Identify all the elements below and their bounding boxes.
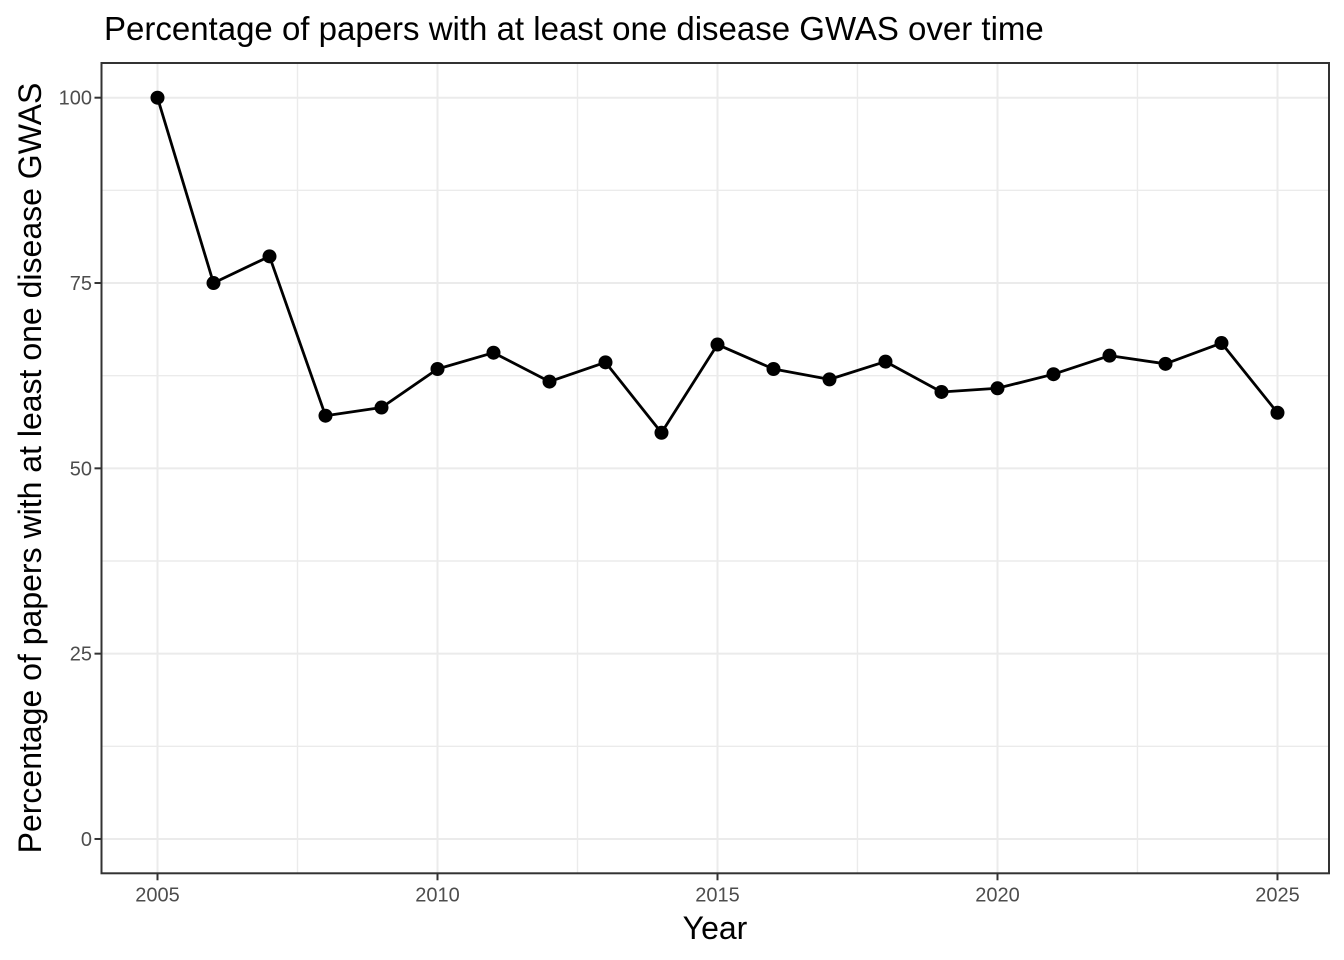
data-point: [318, 408, 333, 423]
data-point: [822, 372, 837, 387]
y-axis-tick-label: 50: [70, 458, 92, 480]
data-point: [206, 276, 221, 291]
data-point: [1046, 367, 1061, 382]
data-point: [1214, 336, 1229, 351]
data-point: [1270, 405, 1285, 420]
data-point: [374, 400, 389, 415]
y-axis-tick-label: 25: [70, 644, 92, 666]
y-axis-tick-label: 75: [70, 273, 92, 295]
data-point: [654, 425, 669, 440]
data-point: [1102, 348, 1117, 363]
x-axis-tick-label: 2015: [695, 884, 740, 906]
data-point: [990, 381, 1005, 396]
data-point: [150, 90, 165, 105]
data-point: [1158, 356, 1173, 371]
data-point: [262, 249, 277, 264]
data-point: [486, 345, 501, 360]
data-point: [430, 362, 445, 377]
x-axis-tick-label: 2010: [415, 884, 460, 906]
data-point: [766, 362, 781, 377]
x-axis-tick-label: 2005: [135, 884, 180, 906]
data-point: [598, 355, 613, 370]
data-point: [934, 384, 949, 399]
x-axis-tick-label: 2025: [1255, 884, 1300, 906]
data-point: [878, 354, 893, 369]
chart-title: Percentage of papers with at least one d…: [104, 10, 1044, 47]
data-point: [710, 337, 725, 352]
x-axis-tick-label: 2020: [975, 884, 1020, 906]
data-point: [542, 374, 557, 389]
y-axis-tick-label: 100: [59, 88, 92, 110]
y-axis-tick-label: 0: [81, 829, 92, 851]
y-axis-title: Percentage of papers with at least one d…: [12, 82, 48, 854]
x-axis-title: Year: [682, 910, 748, 946]
